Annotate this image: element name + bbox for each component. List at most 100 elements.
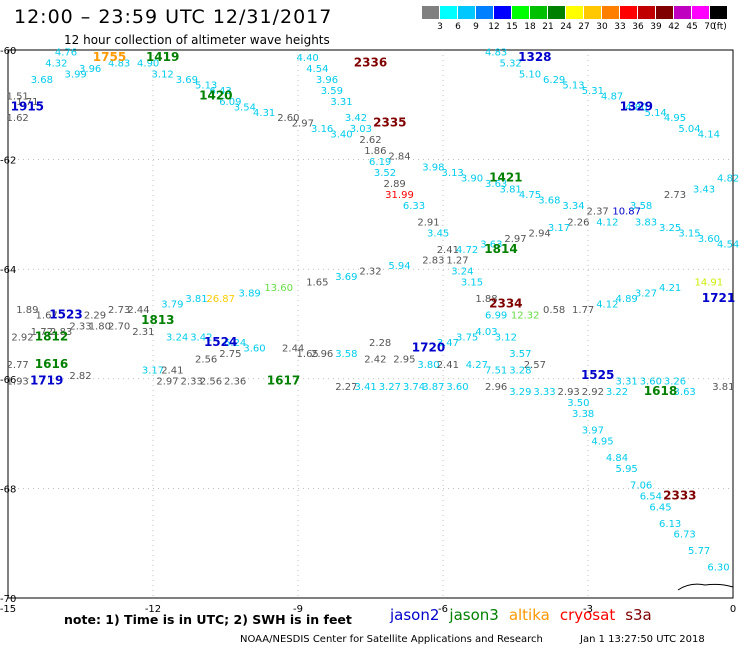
color-scale-swatch (548, 6, 565, 19)
swh-value: 1.89 (16, 305, 38, 316)
swh-value: 4.27 (466, 360, 488, 371)
color-scale-swatch (710, 6, 727, 19)
swh-value: 5.13 (562, 80, 584, 91)
legend-item: jason3 (449, 606, 499, 624)
swh-value: 3.57 (509, 349, 531, 360)
color-scale-label: 12 (488, 22, 500, 32)
pass-time-label: 1523 (49, 308, 82, 322)
swh-value: 4.12 (596, 300, 618, 311)
color-scale-swatch (566, 6, 583, 19)
pass-time-label: 1812 (35, 329, 68, 343)
swh-value: 3.12 (495, 332, 517, 343)
x-tick-label: -15 (0, 604, 16, 615)
swh-value: 2.97 (292, 119, 314, 130)
legend-item: altika (508, 606, 550, 624)
swh-value: 2.42 (364, 354, 386, 365)
swh-value: 3.43 (693, 184, 715, 195)
swh-value: 2.92 (11, 332, 33, 343)
swh-value: 6.30 (707, 563, 729, 574)
swh-value: 3.26 (664, 376, 686, 387)
footnote: note: 1) Time is in UTC; 2) SWH is in fe… (64, 612, 352, 627)
color-scale-label: 70 (704, 22, 716, 32)
color-scale-label: 6 (455, 22, 461, 32)
swh-value: 3.31 (616, 376, 638, 387)
swh-value: 3.17 (548, 223, 570, 234)
pass-time-label: 1720 (412, 340, 445, 354)
pass-time-label: 1525 (581, 368, 614, 382)
swh-value: 7.51 (485, 365, 507, 376)
swh-value: 3.40 (330, 130, 352, 141)
swh-value: 3.68 (31, 75, 53, 86)
swh-value: 3.81 (712, 382, 734, 393)
color-scale-swatch (476, 6, 493, 19)
swh-value: 3.69 (335, 272, 357, 283)
color-scale-label: 15 (506, 22, 518, 32)
color-scale-label: 33 (614, 22, 626, 32)
swh-value: 6.33 (403, 201, 425, 212)
swh-value: 3.29 (509, 387, 531, 398)
swh-value: 2.70 (108, 321, 130, 332)
color-scale-label: 3 (437, 22, 443, 32)
swh-value: 3.38 (572, 409, 594, 420)
swh-value: 3.42 (190, 332, 212, 343)
swh-value: 1.72 (31, 327, 53, 338)
swh-value: 3.22 (606, 387, 628, 398)
swh-value: 1.65 (306, 278, 328, 289)
swh-value: 2.36 (224, 376, 246, 387)
x-tick-label: -6 (438, 604, 448, 615)
swh-value: 3.80 (417, 360, 439, 371)
swh-value: 3.33 (533, 387, 555, 398)
pass-time-label: 1755 (93, 50, 126, 64)
swh-value: 3.52 (374, 168, 396, 179)
swh-value: 4.80 (625, 102, 647, 113)
swh-value: 4.87 (601, 91, 623, 102)
swh-value: 3.17 (142, 365, 164, 376)
swh-value: 4.03 (475, 327, 497, 338)
swh-value: 4.76 (55, 47, 77, 58)
color-scale-label: 21 (542, 22, 554, 32)
y-tick-label: -60 (0, 46, 16, 57)
swh-value: 2.92 (582, 387, 604, 398)
pass-time-label: 1524 (204, 335, 237, 349)
color-scale-label: 27 (578, 22, 590, 32)
swh-value: 2.56 (195, 354, 217, 365)
y-tick-label: -66 (0, 375, 16, 386)
swh-value: 5.13 (195, 80, 217, 91)
swh-value: 3.24 (451, 267, 473, 278)
swh-value: 2.31 (132, 327, 154, 338)
color-scale-label: 45 (686, 22, 698, 32)
legend-item: jason2 (390, 606, 440, 624)
swh-value: 2.28 (369, 338, 391, 349)
color-scale-swatch (602, 6, 619, 19)
color-scale-swatch (458, 6, 475, 19)
color-scale-swatch (620, 6, 637, 19)
color-scale-swatch (674, 6, 691, 19)
swh-value: 3.54 (234, 102, 256, 113)
swh-value: 2.97 (504, 234, 526, 245)
swh-values-layer: 4.764.32 3.96 4.83 4.903.12 3.693.993.681.51… (7, 47, 740, 573)
swh-value: 3.15 (678, 228, 700, 239)
swh-value: 5.04 (678, 124, 700, 135)
swh-value: 2.73 (664, 190, 686, 201)
swh-value: 3.96 (79, 64, 101, 75)
color-scale-swatch (656, 6, 673, 19)
swh-value: 3.97 (582, 426, 604, 437)
swh-value: 1.88 (475, 294, 497, 305)
color-scale-label: 30 (596, 22, 608, 32)
swh-value: 6.43 (210, 86, 232, 97)
swh-value: 5.10 (519, 69, 541, 80)
swh-value: 3.59 (321, 86, 343, 97)
swh-value: 3.60 (640, 376, 662, 387)
swh-value: 3.74 (403, 382, 425, 393)
credit-line: NOAA/NESDIS Center for Satellite Applica… (240, 634, 543, 645)
swh-value: 3.96 (316, 75, 338, 86)
swh-value: 2.84 (388, 152, 410, 163)
plot-frame (7, 49, 734, 599)
pass-time-label: 1617 (267, 373, 300, 387)
swh-value: 6.45 (649, 502, 671, 513)
swh-value: 3.47 (437, 338, 459, 349)
pass-time-label: 2336 (354, 55, 387, 69)
swh-value: 3.81 (185, 294, 207, 305)
pass-time-label: 1616 (35, 357, 68, 371)
swh-value: 2.83 (422, 256, 444, 267)
